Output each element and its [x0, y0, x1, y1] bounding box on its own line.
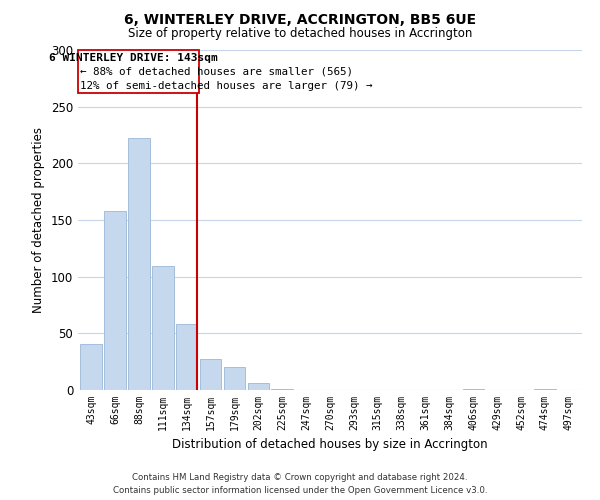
- Bar: [80, 344, 102, 390]
- Text: Contains HM Land Registry data © Crown copyright and database right 2024.
Contai: Contains HM Land Registry data © Crown c…: [113, 473, 487, 495]
- Bar: [152, 266, 173, 390]
- Bar: [104, 211, 126, 390]
- Text: ← 88% of detached houses are smaller (565): ← 88% of detached houses are smaller (56…: [80, 67, 353, 77]
- Bar: [534, 389, 556, 390]
- Bar: [224, 368, 245, 390]
- X-axis label: Distribution of detached houses by size in Accrington: Distribution of detached houses by size …: [172, 438, 488, 452]
- Bar: [200, 360, 221, 390]
- FancyBboxPatch shape: [78, 50, 199, 93]
- Y-axis label: Number of detached properties: Number of detached properties: [32, 127, 46, 313]
- Bar: [176, 324, 197, 390]
- Text: Size of property relative to detached houses in Accrington: Size of property relative to detached ho…: [128, 28, 472, 40]
- Text: 12% of semi-detached houses are larger (79) →: 12% of semi-detached houses are larger (…: [80, 80, 373, 90]
- Bar: [128, 138, 149, 390]
- Bar: [463, 389, 484, 390]
- Bar: [248, 383, 269, 390]
- Text: 6, WINTERLEY DRIVE, ACCRINGTON, BB5 6UE: 6, WINTERLEY DRIVE, ACCRINGTON, BB5 6UE: [124, 12, 476, 26]
- Bar: [271, 389, 293, 390]
- Text: 6 WINTERLEY DRIVE: 143sqm: 6 WINTERLEY DRIVE: 143sqm: [49, 54, 218, 64]
